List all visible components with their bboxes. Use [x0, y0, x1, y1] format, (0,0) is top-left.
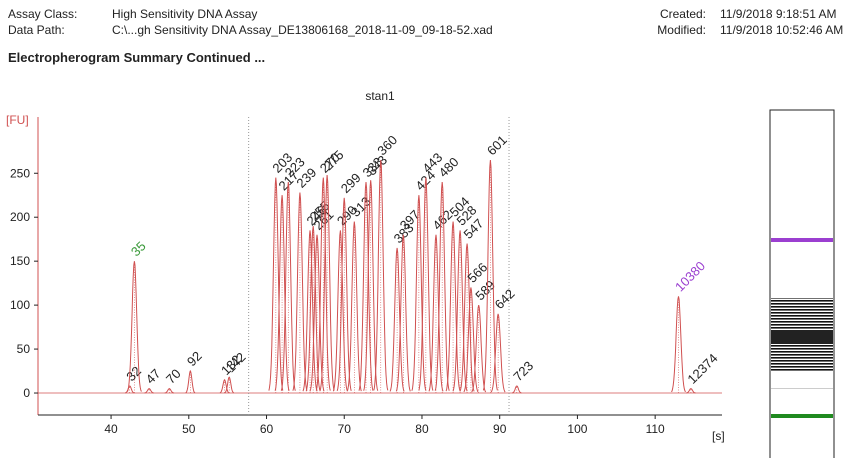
y-axis-label: [FU]: [6, 113, 29, 127]
peak-label: 70: [163, 366, 184, 387]
gel-lane: [770, 110, 834, 458]
x-tick-label: 50: [182, 422, 196, 436]
gel-band: [771, 330, 833, 344]
x-tick-label: 70: [338, 422, 352, 436]
y-tick-label: 0: [23, 386, 30, 400]
page: {"header": { "left": [["Assay Class:", "…: [0, 0, 864, 458]
section-title: Electropherogram Summary Continued ...: [8, 50, 265, 65]
data-path-value: C:\...gh Sensitivity DNA Assay_DE1380616…: [112, 23, 493, 37]
gel-band: [771, 388, 833, 389]
x-tick-label: 60: [260, 422, 274, 436]
y-tick-label: 250: [10, 166, 30, 180]
data-path-label: Data Path:: [8, 23, 65, 37]
y-tick-label: 50: [17, 342, 31, 356]
x-tick-label: 110: [646, 422, 665, 436]
peak-label: 299: [338, 170, 364, 196]
x-axis-label: [s]: [712, 429, 725, 443]
modified-label: Modified:: [657, 23, 706, 37]
gel-band: [771, 238, 833, 242]
peak-label: 47: [143, 366, 164, 387]
x-tick-label: 90: [493, 422, 507, 436]
created-value: 11/9/2018 9:18:51 AM: [720, 7, 837, 21]
y-tick-label: 200: [10, 210, 30, 224]
assay-class-value: High Sensitivity DNA Assay: [112, 7, 257, 21]
created-label: Created:: [660, 7, 706, 21]
header: Assay Class: High Sensitivity DNA Assay …: [8, 7, 843, 65]
y-tick-label: 100: [10, 298, 30, 312]
x-tick-label: 40: [104, 422, 118, 436]
peak-label: 723: [510, 358, 536, 384]
assay-class-label: Assay Class:: [8, 7, 77, 21]
peak-label: 601: [484, 132, 510, 158]
peak-label: 92: [184, 348, 205, 369]
y-tick-label: 150: [10, 254, 30, 268]
x-tick-label: 100: [567, 422, 587, 436]
peak-label: 32: [123, 363, 144, 384]
peak-label: 10380: [672, 258, 708, 294]
peak-label: 35: [128, 238, 149, 259]
x-tick-label: 80: [415, 422, 429, 436]
gel-band: [771, 414, 833, 418]
screen: Assay Class: High Sensitivity DNA Assay …: [0, 0, 864, 458]
peak-label: 12374: [684, 351, 720, 387]
modified-value: 11/9/2018 10:52:46 AM: [720, 23, 843, 37]
gel-frame: [770, 110, 834, 458]
chart-title: stan1: [365, 89, 395, 103]
